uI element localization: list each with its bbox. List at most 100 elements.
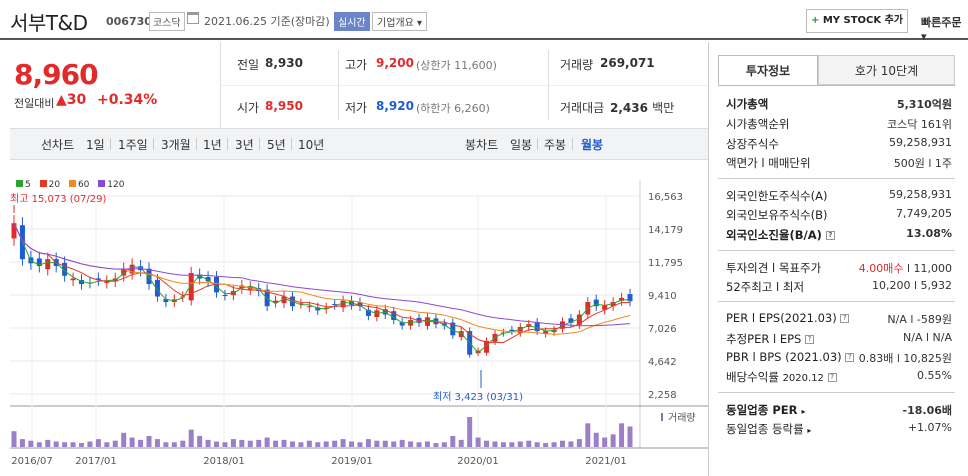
volume-bar: [230, 439, 236, 447]
per-label-text: PER l EPS(2021.03): [726, 311, 837, 325]
low-label: 저가: [345, 101, 368, 115]
volume-bar: [391, 441, 397, 447]
volume-bar: [112, 440, 118, 447]
volume-bar: [602, 437, 608, 447]
volume-bar: [424, 441, 430, 447]
opinion-value: 4.00매수 l 11,000: [859, 260, 952, 276]
current-price: 8,960: [14, 58, 99, 91]
y-tick-label: 2,258: [648, 390, 677, 401]
volume-bar: [399, 439, 405, 447]
volume-bar: [357, 442, 363, 447]
volume-bar: [450, 435, 456, 447]
volume-bar: [180, 440, 186, 447]
divider: [718, 250, 955, 251]
amount-number: 2,436: [610, 101, 648, 115]
amount-unit: 백만: [652, 101, 675, 115]
quick-order-dropdown[interactable]: 빠른주문 ▾: [921, 16, 962, 43]
help-icon[interactable]: ?: [825, 231, 835, 240]
volume-bar: [87, 441, 93, 447]
candle: [602, 304, 608, 310]
tab-5year[interactable]: 5년: [267, 138, 286, 152]
volume-bar: [408, 441, 414, 447]
high-value: 9,200: [376, 56, 414, 70]
pbr-label-text: PBR l BPS (2021.03): [726, 350, 842, 364]
volume-bar: [500, 442, 506, 447]
company-info-dropdown[interactable]: 기업개요 ▾: [372, 12, 427, 31]
volume-bar: [289, 441, 295, 447]
y-tick-label: 7,026: [648, 324, 677, 335]
help-icon[interactable]: ?: [827, 373, 837, 382]
candle: [146, 268, 152, 285]
tab-3year[interactable]: 3년: [235, 138, 254, 152]
tab-1week[interactable]: 1주일: [118, 138, 148, 152]
tab-separator: [291, 138, 292, 150]
volume-bar: [484, 440, 490, 447]
stock-header: [0, 0, 968, 40]
change-amount: 30: [66, 92, 87, 108]
volume-bar: [95, 439, 101, 447]
volume-bar: [593, 432, 599, 447]
tab-10year[interactable]: 10년: [298, 138, 325, 152]
tab-weekly[interactable]: 주봉: [544, 138, 567, 152]
y-tick-label: 11,795: [648, 258, 683, 269]
x-tick-label: 2021/01: [585, 456, 627, 467]
high-label: 고가: [345, 58, 368, 72]
candle: [104, 281, 110, 283]
dividend-date: 2020.12: [782, 373, 824, 384]
volume-bar: [576, 439, 582, 447]
prev-close-value: 8,930: [265, 56, 303, 70]
target-price: l 11,000: [906, 262, 952, 275]
per-label: PER l EPS(2021.03) ?: [726, 311, 850, 325]
foreign-limit-label: 외국인한도주식수(A): [726, 189, 828, 203]
candle: [197, 274, 203, 279]
candle: [315, 307, 321, 311]
dividend-label: 배당수익률 2020.12 ?: [726, 369, 837, 385]
volume-bar: [619, 423, 625, 447]
volume-bar: [256, 439, 262, 447]
candle: [610, 302, 616, 307]
candle: [593, 299, 599, 307]
candle: [298, 303, 304, 305]
help-icon[interactable]: ?: [805, 335, 815, 344]
tab-1day[interactable]: 1일: [86, 138, 105, 152]
tab-1year[interactable]: 1년: [203, 138, 222, 152]
stock-name: 서부T&D: [10, 11, 88, 35]
candle: [36, 258, 42, 267]
ma-line-20: [13, 222, 631, 344]
tab-separator: [259, 138, 260, 150]
tab-3month[interactable]: 3개월: [161, 138, 191, 152]
volume-bar: [28, 440, 34, 447]
candle-chart-label: 봉차트: [465, 138, 499, 152]
opinion-label: 투자의견 l 목표주가: [726, 261, 822, 275]
x-tick-label: 2020/01: [457, 456, 499, 467]
volume-bar: [138, 439, 144, 447]
lower-limit: (하한가 6,260): [416, 102, 490, 115]
help-icon[interactable]: ?: [845, 353, 855, 362]
max-label: 최고 15,073 (07/29): [10, 193, 106, 205]
tab-separator: [572, 138, 573, 150]
realtime-button[interactable]: 실시간: [334, 12, 370, 31]
foreign-holding-label: 외국인보유주식수(B): [726, 208, 828, 222]
tab-monthly[interactable]: 월봉: [581, 138, 604, 152]
volume-bar: [222, 442, 228, 447]
date-text: 2021.06.25 기준(장마감): [204, 15, 330, 28]
tab-daily[interactable]: 일봉: [510, 138, 533, 152]
volume-bar: [475, 437, 481, 447]
volume-bar: [45, 439, 51, 447]
tab-invest-info[interactable]: 투자정보: [718, 55, 818, 85]
candle: [374, 310, 380, 318]
tab-separator: [153, 138, 154, 150]
open-value: 8,950: [265, 99, 303, 113]
volume-bar: [62, 442, 68, 447]
volume-bar: [19, 439, 25, 447]
help-icon[interactable]: ?: [840, 314, 850, 323]
tab-orderbook[interactable]: 호가 10단계: [818, 55, 955, 85]
volume-bar: [382, 440, 388, 447]
volume-bar: [247, 440, 253, 447]
candle: [95, 278, 101, 280]
tab-separator: [196, 138, 197, 150]
ma-line-120: [13, 222, 631, 327]
prev-close-label: 전일: [237, 58, 260, 72]
add-my-stock-button[interactable]: + MY STOCK 추가: [806, 9, 908, 33]
candle: [306, 306, 312, 308]
